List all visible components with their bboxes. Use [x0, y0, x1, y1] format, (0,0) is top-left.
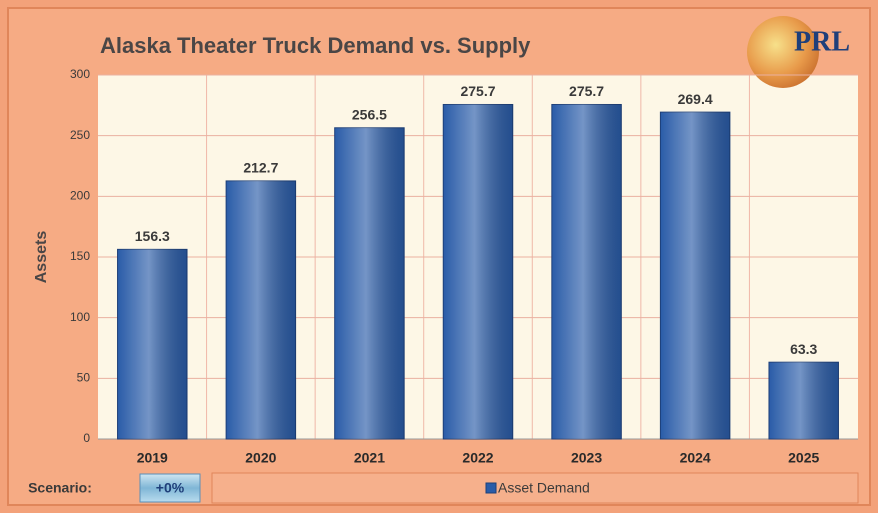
x-tick-label: 2020: [245, 450, 276, 466]
logo-globe: [747, 16, 819, 88]
bar-shine: [660, 112, 730, 440]
data-label: 212.7: [243, 160, 278, 176]
x-tick-label: 2024: [680, 450, 711, 466]
scenario-label: Scenario:: [28, 480, 92, 496]
legend-swatch: [485, 482, 497, 494]
legend-label: Asset Demand: [498, 480, 590, 496]
x-tick-label: 2019: [137, 450, 168, 466]
y-tick-label: 150: [70, 249, 90, 263]
legend-box: [211, 472, 859, 504]
bar-shine: [551, 104, 622, 439]
bar-shine: [226, 180, 296, 439]
y-tick-label: 300: [70, 67, 90, 81]
scenario-value[interactable]: +0%: [156, 480, 185, 496]
y-axis-label: Assets: [33, 231, 50, 284]
y-tick-label: 200: [70, 189, 90, 203]
chart-title: Alaska Theater Truck Demand vs. Supply: [100, 33, 531, 58]
x-tick-label: 2022: [462, 450, 493, 466]
x-tick-label: 2021: [354, 450, 385, 466]
x-tick-label: 2025: [788, 450, 819, 466]
data-label: 275.7: [460, 83, 495, 99]
bar-shine: [768, 362, 839, 439]
bar-shine: [334, 127, 405, 439]
data-label: 275.7: [569, 83, 604, 99]
bar-shine: [117, 249, 188, 439]
data-label: 269.4: [678, 91, 713, 107]
y-tick-label: 0: [83, 431, 90, 445]
data-label: 256.5: [352, 106, 387, 122]
y-tick-label: 50: [77, 371, 91, 385]
y-tick-label: 250: [70, 128, 90, 142]
data-label: 156.3: [135, 228, 170, 244]
y-tick-label: 100: [70, 310, 90, 324]
data-label: 63.3: [790, 341, 817, 357]
logo-text: PRL: [794, 26, 850, 57]
scenario-box[interactable]: [139, 473, 201, 503]
x-tick-label: 2023: [571, 450, 602, 466]
bar-shine: [443, 104, 513, 439]
